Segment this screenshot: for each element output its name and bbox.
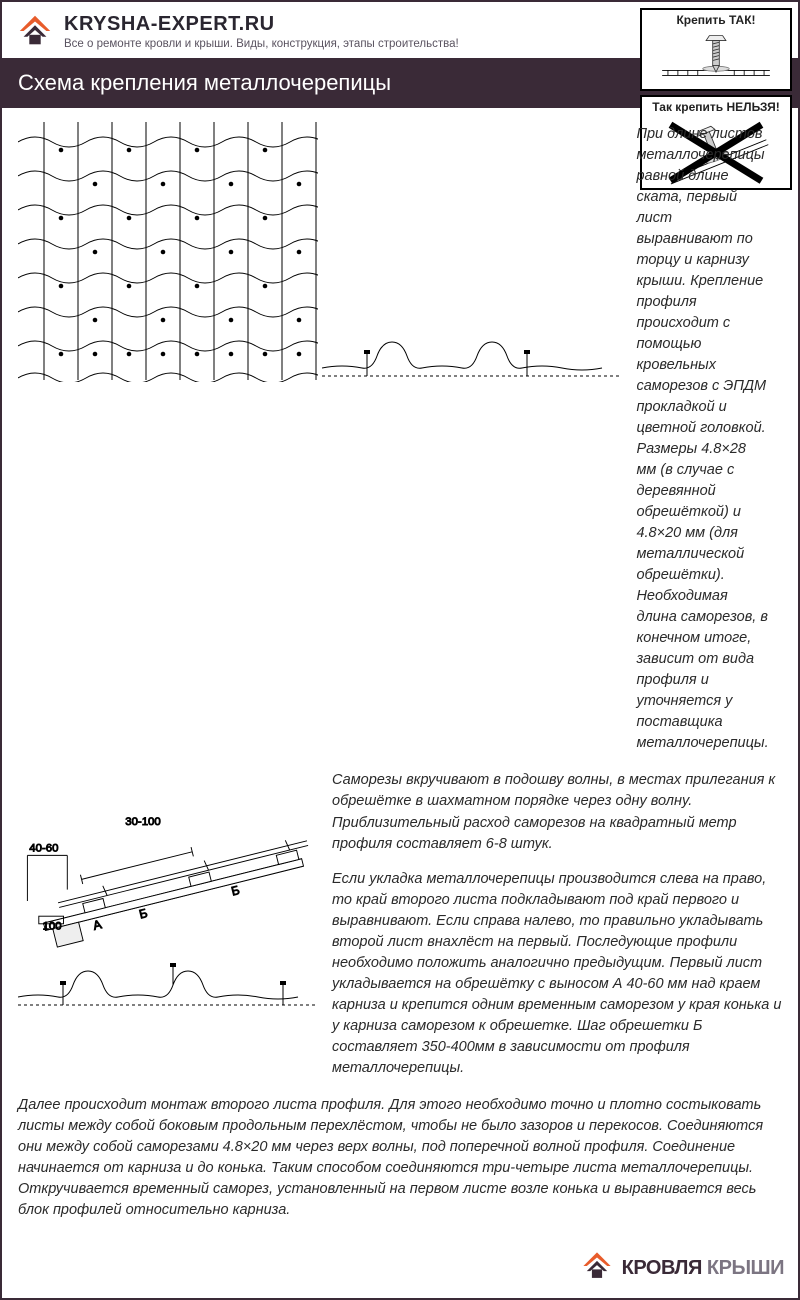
wave-profile-diagram-2 [18,963,318,1013]
footer-word-1: КРОВЛЯ [622,1257,702,1279]
footer: КРОВЛЯ КРЫШИ [2,1243,798,1298]
section-diagram: 30-100 Б Б А 40-60 100 [18,768,318,1092]
paragraph-4: Далее происходит монтаж второго листа пр… [18,1095,782,1221]
svg-text:100: 100 [43,921,62,933]
svg-text:Б: Б [230,883,241,899]
svg-text:Б: Б [138,906,149,922]
callout-correct: Крепить ТАК! [640,8,792,91]
paragraph-1: При длине листов металлочерепицы равной … [636,124,768,754]
wave-profile-diagram [322,332,622,382]
paragraph-2: Саморезы вкручивают в подошву волны, в м… [332,770,782,854]
screw-correct-icon [646,29,786,87]
footer-brand: КРОВЛЯ КРЫШИ [622,1257,784,1280]
callout-correct-label: Крепить ТАК! [646,13,786,27]
footer-logo-icon [580,1249,614,1288]
tile-grid-diagram [18,122,622,768]
paragraph-3: Если укладка металлочерепицы производитс… [332,869,782,1079]
footer-word-2: КРЫШИ [707,1257,784,1279]
site-logo-icon [16,12,54,50]
svg-text:30-100: 30-100 [125,816,160,828]
svg-text:40-60: 40-60 [29,843,58,855]
svg-text:А: А [92,918,104,934]
